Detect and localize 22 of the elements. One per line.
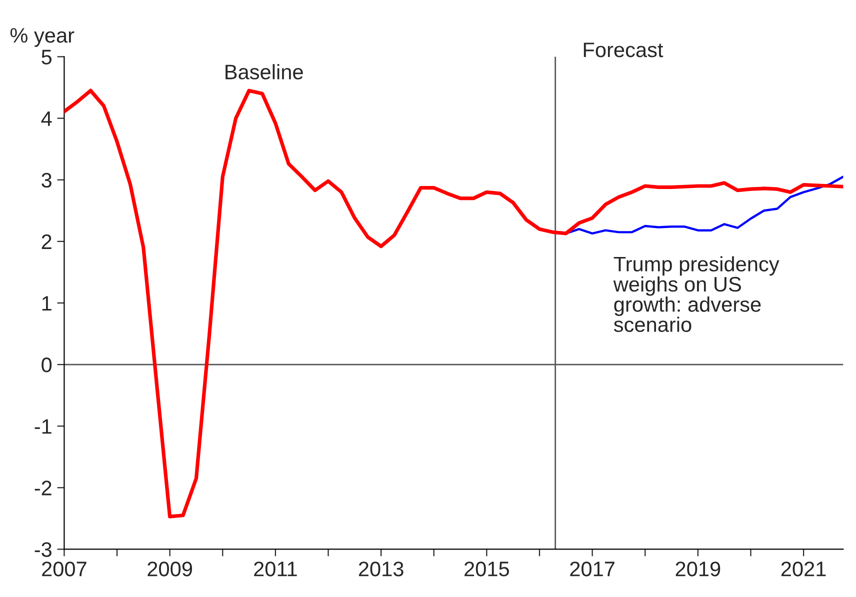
line-series: [64, 88, 844, 518]
y-tick-label: 3: [42, 172, 52, 188]
y-tick-label: -1: [34, 419, 52, 434]
y-tick-label: 0: [42, 358, 52, 372]
y-axis-title: % year: [10, 28, 74, 47]
x-tick-label: 2017: [570, 562, 614, 576]
y-tick-label: -2: [34, 480, 52, 496]
y-tick-label: -3: [34, 542, 52, 557]
x-tick-label: 2011: [254, 562, 297, 576]
y-tick-label: 1: [42, 296, 52, 311]
y-tick-label: 4: [41, 111, 52, 126]
x-tick-label: 2007: [42, 562, 86, 576]
y-tick-label: 5: [42, 50, 52, 64]
x-tick-label: 2009: [148, 562, 192, 576]
x-tick-label: 2021: [781, 562, 826, 576]
annotation: Forecast: [584, 42, 664, 58]
y-tick-label: 2: [42, 234, 52, 249]
annotation: Baseline: [226, 64, 303, 80]
x-tick-label: 2015: [464, 562, 509, 576]
annotation: Trump presidency weighs on US growth: adverse scenario: [613, 256, 780, 332]
x-tick-label: 2019: [676, 562, 720, 576]
x-tick-label: 2013: [358, 562, 404, 576]
